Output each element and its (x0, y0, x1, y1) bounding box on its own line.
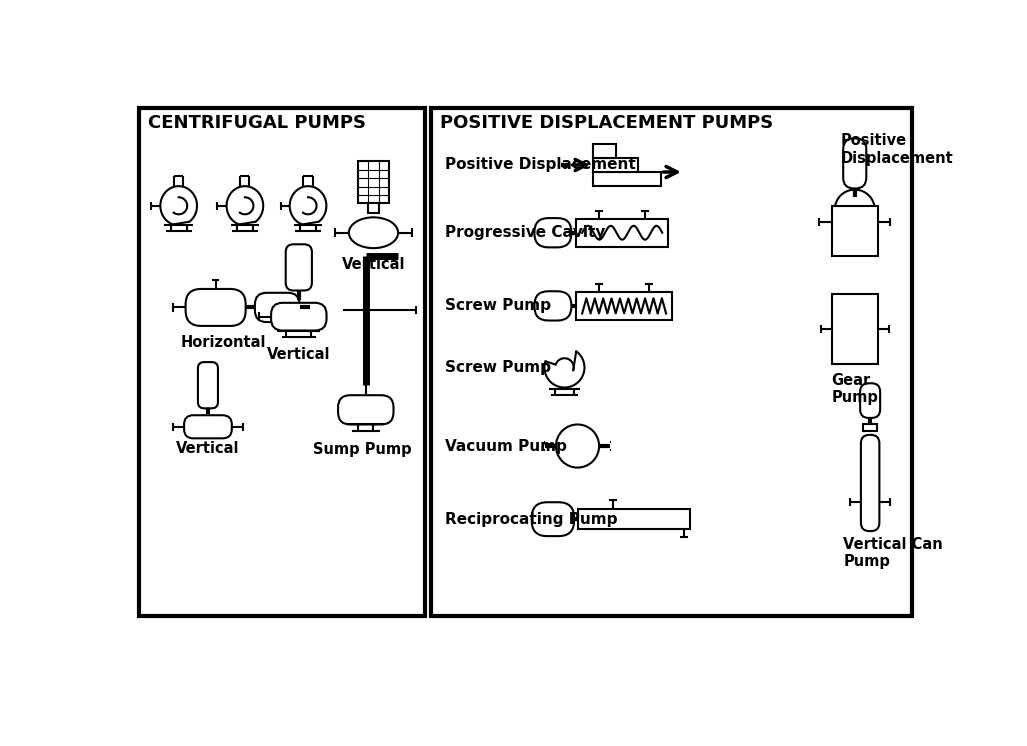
Text: Vertical Can
Pump: Vertical Can Pump (843, 537, 943, 569)
Bar (431, 108, 913, 616)
Ellipse shape (835, 323, 875, 363)
Text: Horizontal: Horizontal (181, 335, 266, 350)
Text: POSITIVE DISPLACEMENT PUMPS: POSITIVE DISPLACEMENT PUMPS (441, 114, 773, 132)
Ellipse shape (835, 295, 875, 335)
FancyBboxPatch shape (255, 292, 300, 322)
FancyBboxPatch shape (271, 303, 327, 330)
Ellipse shape (835, 215, 875, 255)
Text: Screw Pump: Screw Pump (445, 360, 551, 375)
Text: Vacuum Pump: Vacuum Pump (445, 439, 567, 454)
Bar (576, 292, 673, 320)
FancyBboxPatch shape (532, 502, 574, 536)
Text: Vertical: Vertical (177, 441, 239, 456)
FancyBboxPatch shape (534, 218, 571, 248)
FancyBboxPatch shape (198, 362, 218, 408)
FancyBboxPatch shape (186, 289, 245, 326)
Text: Vertical: Vertical (342, 257, 406, 272)
FancyBboxPatch shape (843, 139, 867, 189)
FancyBboxPatch shape (286, 244, 312, 290)
Bar (576, 219, 669, 247)
Bar (864, 424, 877, 431)
FancyBboxPatch shape (861, 435, 879, 531)
FancyBboxPatch shape (184, 416, 232, 439)
Text: CENTRIFUGAL PUMPS: CENTRIFUGAL PUMPS (148, 114, 366, 132)
Bar (593, 144, 615, 158)
Ellipse shape (349, 217, 398, 248)
FancyBboxPatch shape (338, 395, 393, 424)
Bar (832, 295, 878, 363)
Text: Screw Pump: Screw Pump (445, 298, 551, 313)
Text: Progressive Cavity: Progressive Cavity (445, 225, 606, 240)
Text: Reciprocating Pump: Reciprocating Pump (445, 512, 617, 527)
Bar (358, 161, 389, 204)
Bar (593, 172, 660, 186)
Text: Sump Pump: Sump Pump (312, 442, 411, 457)
FancyBboxPatch shape (534, 291, 571, 321)
Bar (578, 510, 690, 529)
Bar (368, 204, 379, 213)
Text: Positive Displacement: Positive Displacement (445, 157, 636, 172)
FancyBboxPatch shape (861, 383, 880, 418)
Ellipse shape (556, 424, 599, 468)
Bar (139, 108, 425, 616)
Text: Vertical: Vertical (267, 348, 331, 363)
Text: Gear
Pump: Gear Pump (832, 373, 878, 405)
Text: Positive
Displacement: Positive Displacement (841, 134, 954, 166)
Bar (593, 158, 638, 172)
Bar (832, 206, 878, 256)
Ellipse shape (835, 189, 875, 230)
